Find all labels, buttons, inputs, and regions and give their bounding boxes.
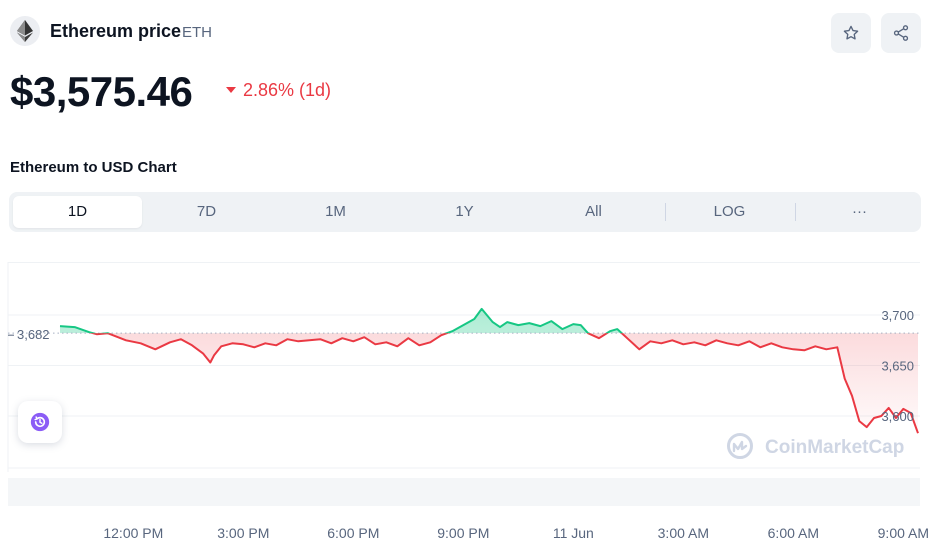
ethereum-logo-icon: [10, 16, 40, 46]
y-tick-label: 3,650: [881, 359, 914, 374]
range-tab-1m[interactable]: 1M: [325, 203, 346, 220]
price-area-down: [92, 333, 918, 434]
coin-symbol: ETH: [182, 24, 212, 41]
x-tick-label: 6:00 AM: [768, 525, 819, 541]
x-tick-label: 6:00 PM: [327, 525, 379, 541]
star-icon: [843, 25, 859, 40]
x-tick-label: 3:00 AM: [658, 525, 709, 541]
range-tab-1y[interactable]: 1Y: [455, 203, 474, 220]
price-change: 2.86% (1d): [226, 80, 331, 101]
caret-down-icon: [226, 87, 236, 93]
coin-name: Ethereum price: [50, 21, 182, 41]
watermark-text: CoinMarketCap: [765, 437, 904, 458]
range-divider: [665, 203, 666, 221]
price-line-up: [59, 307, 624, 334]
log-scale-toggle[interactable]: LOG: [713, 203, 746, 220]
y-tick-label: 3,600: [881, 409, 914, 424]
price-change-value: 2.86% (1d): [243, 80, 332, 100]
chart-title: Ethereum to USD Chart: [10, 159, 177, 176]
x-tick-label: 11 Jun: [553, 525, 594, 541]
x-tick-label: 12:00 PM: [103, 525, 163, 541]
range-tab-1d[interactable]: 1D: [13, 196, 142, 228]
x-tick-label: 9:00 PM: [437, 525, 489, 541]
share-button[interactable]: [881, 13, 921, 53]
share-icon: [893, 25, 909, 41]
price-chart[interactable]: 3,700 3,650 3,600 12:00 PM 3:00 PM 6:00 PM 9:0…: [0, 260, 936, 556]
range-tab-all[interactable]: All: [585, 203, 602, 220]
coinmarketcap-watermark: CoinMarketCap: [727, 433, 904, 459]
chart-gridlines: [8, 314, 920, 469]
more-options-button[interactable]: ···: [852, 203, 867, 220]
volume-band: [8, 478, 920, 506]
chart-top-border: [8, 262, 920, 263]
price-area-up: [60, 308, 918, 334]
range-tab-7d[interactable]: 7D: [196, 203, 217, 220]
history-icon: [30, 412, 50, 432]
range-divider: [795, 203, 796, 221]
coin-header: Ethereum price ETH: [10, 13, 926, 56]
x-tick-label: 9:00 AM: [878, 525, 929, 541]
watchlist-star-button[interactable]: [831, 13, 871, 53]
reference-label: 3,682: [17, 327, 50, 342]
price-line-down: [89, 333, 919, 434]
x-tick-label: 3:00 PM: [217, 525, 269, 541]
y-tick-label: 3,700: [881, 308, 914, 323]
current-price: $3,575.46: [10, 68, 193, 115]
history-button[interactable]: [18, 401, 62, 443]
coinmarketcap-logo-icon: [727, 433, 753, 459]
chart-range-selector: 1D 7D 1M 1Y All LOG ···: [9, 192, 921, 232]
